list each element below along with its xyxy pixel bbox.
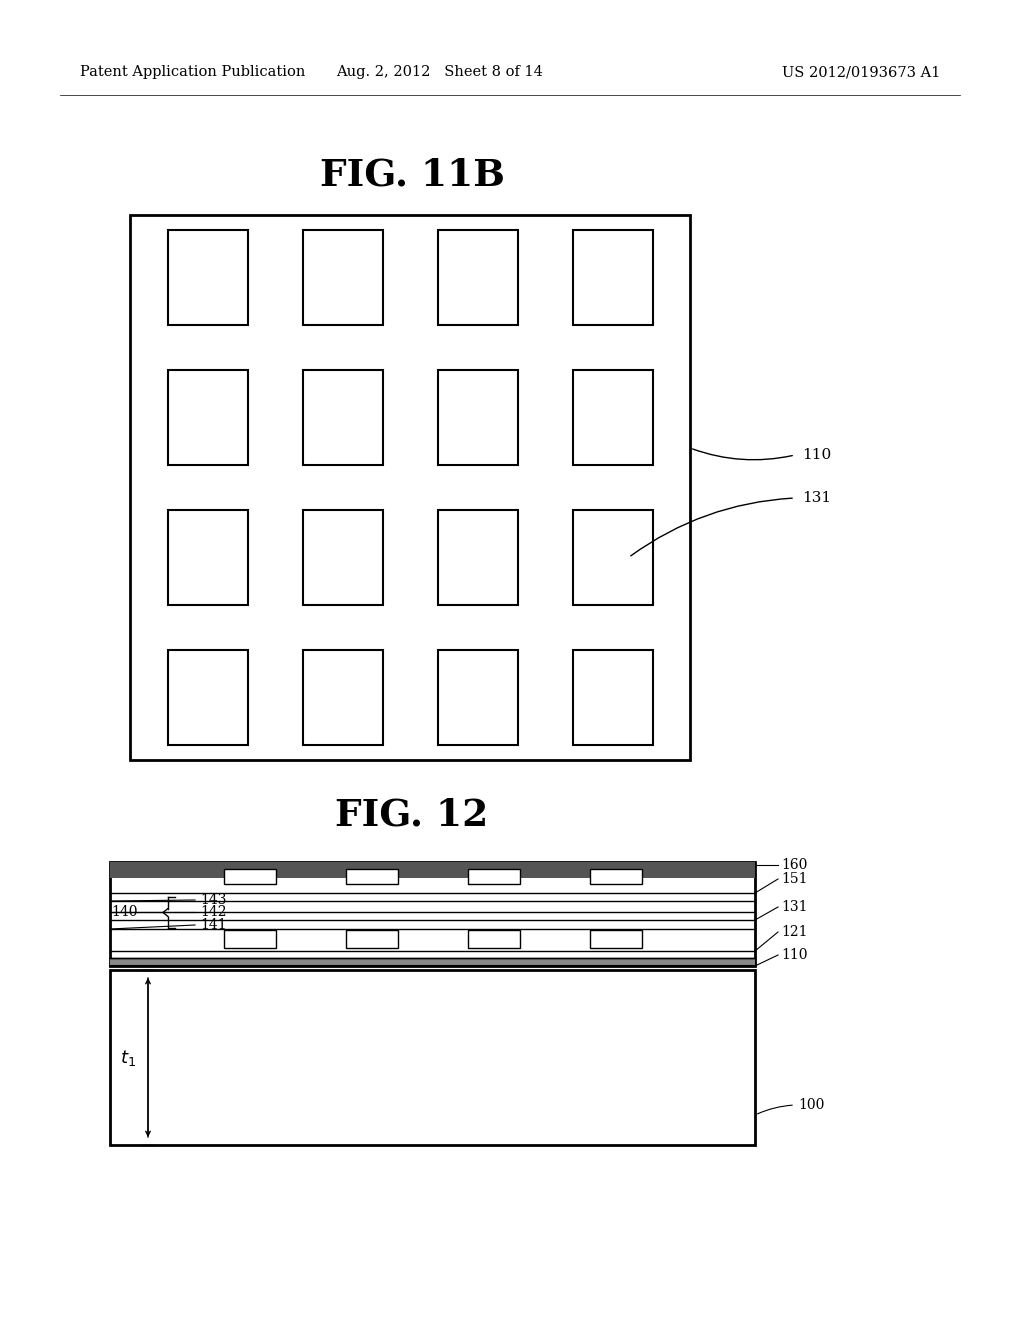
Bar (110, 958, 755, 966)
Bar (168, 510, 248, 605)
Bar (437, 230, 517, 325)
Text: 131: 131 (802, 491, 831, 506)
Bar (302, 510, 383, 605)
Bar (168, 370, 248, 465)
Text: Patent Application Publication: Patent Application Publication (80, 65, 305, 79)
Text: Aug. 2, 2012   Sheet 8 of 14: Aug. 2, 2012 Sheet 8 of 14 (337, 65, 544, 79)
Text: 100: 100 (798, 1098, 824, 1111)
Text: FIG. 11B: FIG. 11B (319, 157, 505, 194)
Text: 140: 140 (112, 906, 138, 920)
Bar (572, 230, 652, 325)
Bar (572, 649, 652, 744)
Bar (110, 862, 755, 878)
Bar (572, 510, 652, 605)
Text: 121: 121 (781, 925, 808, 939)
Bar (302, 230, 383, 325)
Bar (223, 869, 275, 884)
Bar (345, 869, 397, 884)
Text: US 2012/0193673 A1: US 2012/0193673 A1 (781, 65, 940, 79)
Bar (302, 370, 383, 465)
Bar (437, 510, 517, 605)
Text: 131: 131 (781, 900, 808, 913)
Text: 142: 142 (200, 906, 226, 919)
Bar (572, 370, 652, 465)
Bar (110, 862, 755, 966)
Bar (468, 931, 519, 948)
Text: 141: 141 (200, 917, 226, 932)
Bar (302, 649, 383, 744)
Bar (223, 931, 275, 948)
Bar (130, 215, 690, 760)
Bar (468, 869, 519, 884)
Text: 160: 160 (781, 858, 807, 873)
Text: 110: 110 (781, 948, 808, 962)
Text: 143: 143 (200, 894, 226, 907)
Bar (437, 370, 517, 465)
Text: 110: 110 (802, 447, 831, 462)
Bar (168, 649, 248, 744)
Bar (110, 970, 755, 1144)
Text: $t_1$: $t_1$ (120, 1048, 136, 1068)
Bar (345, 931, 397, 948)
Bar (437, 649, 517, 744)
Bar (168, 230, 248, 325)
Text: 151: 151 (781, 873, 808, 886)
Bar (590, 931, 641, 948)
Bar (590, 869, 641, 884)
Text: FIG. 12: FIG. 12 (336, 796, 488, 833)
